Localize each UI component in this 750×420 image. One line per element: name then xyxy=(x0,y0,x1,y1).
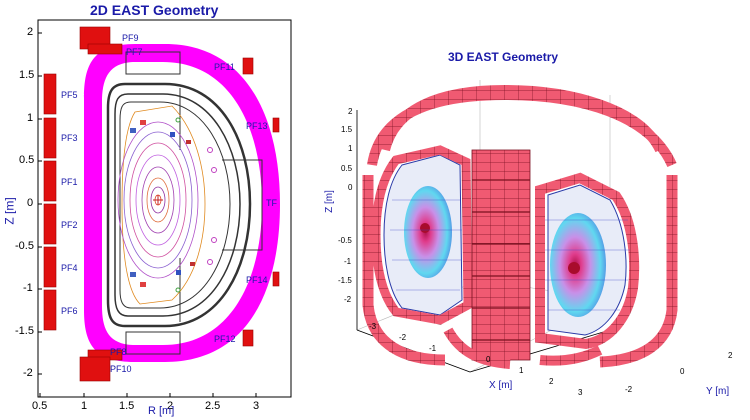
central-solenoid xyxy=(471,149,531,361)
right-z-tick: 1.5 xyxy=(341,125,353,134)
right-z-tick: -1 xyxy=(344,257,352,266)
left-x-axis-label: R [m] xyxy=(148,405,175,417)
pf11-coil xyxy=(242,57,254,75)
coil-label-pf5: PF5 xyxy=(61,90,78,100)
left-y-tick: 0 xyxy=(27,197,34,209)
coil-label-pf8: PF8 xyxy=(110,347,127,357)
coil-label-pf1: PF1 xyxy=(61,177,78,187)
coil-label-pf2: PF2 xyxy=(61,220,78,230)
coil-label-pf10: PF10 xyxy=(110,364,132,374)
right-y-axis-label: Y [m] xyxy=(706,386,730,397)
coil-label-pf13: PF13 xyxy=(246,121,268,131)
left-x-tick: 1.5 xyxy=(119,400,135,412)
pf5-coil xyxy=(43,73,57,115)
right-z-tick: -0.5 xyxy=(338,236,352,245)
right-y-tick: 0 xyxy=(680,367,685,376)
coil-label-pf3: PF3 xyxy=(61,133,78,143)
pf13-coil xyxy=(272,117,280,133)
left-x-tick: 2 xyxy=(167,400,174,412)
right-x-tick: 0 xyxy=(486,355,491,364)
left-plot-frame xyxy=(37,19,292,398)
left-vessel-ring xyxy=(371,145,473,325)
right-z-tick: -2 xyxy=(344,295,352,304)
vacuum-vessel-outer xyxy=(106,82,252,328)
pf10-coil xyxy=(79,356,111,382)
coil-label-pf11: PF11 xyxy=(214,62,235,72)
coil-label-pf6: PF6 xyxy=(61,306,78,316)
pf14-coil xyxy=(272,271,280,287)
solenoid-bands xyxy=(472,179,530,341)
right-z-tick: 0.5 xyxy=(341,164,353,173)
right-x-tick: 2 xyxy=(549,377,554,386)
left-x-tick: 1 xyxy=(81,400,88,412)
left-y-tick: -1.5 xyxy=(15,325,34,337)
coil-label-pf4: PF4 xyxy=(61,263,78,273)
right-x-tick: 3 xyxy=(578,388,583,397)
pf6-coil xyxy=(43,289,57,331)
in-vessel-components xyxy=(130,117,217,293)
left-y-tick: 2 xyxy=(27,26,34,38)
vessel-mesh xyxy=(390,199,630,311)
right-x-tick: 1 xyxy=(519,366,524,375)
right-z-tick: 1 xyxy=(348,144,353,153)
right-z-tick: 2 xyxy=(348,107,353,116)
tf-coil-arcs xyxy=(362,84,678,368)
left-x-tick: 0.5 xyxy=(32,400,48,412)
right-y-tick: -2 xyxy=(625,385,633,394)
coil-label-pf14: PF14 xyxy=(246,275,268,285)
pf-coils xyxy=(43,26,280,382)
left-y-tick: -0.5 xyxy=(15,240,34,252)
coil-label-tf: TF xyxy=(266,198,277,208)
right-z-tick: 0 xyxy=(348,183,353,192)
pf4-coil xyxy=(43,246,57,288)
left-plot-title: 2D EAST Geometry xyxy=(90,2,219,18)
right-plot-title: 3D EAST Geometry xyxy=(448,50,559,64)
vacuum-vessel-inner xyxy=(114,93,241,317)
left-y-tick: -2 xyxy=(23,367,33,379)
pf12-coil xyxy=(242,329,254,347)
pf7-coil xyxy=(87,43,123,55)
right-x-axis-label: X [m] xyxy=(489,380,513,391)
left-x-tick: 3 xyxy=(253,400,260,412)
left-y-tick: -1 xyxy=(23,282,33,294)
lower-coil-arcs xyxy=(443,327,603,369)
left-tick-marks xyxy=(38,32,257,397)
right-x-tick: -1 xyxy=(429,344,437,353)
right-z-tick: -1.5 xyxy=(338,276,352,285)
first-wall xyxy=(119,101,231,309)
coil-label-pf12: PF12 xyxy=(214,334,236,344)
right-x-tick: -3 xyxy=(369,322,377,331)
pf1-coil xyxy=(43,160,57,202)
right-plasma-core xyxy=(568,262,580,274)
left-y-tick: 1 xyxy=(27,112,34,124)
left-plasma-core xyxy=(420,223,430,233)
right-y-tick: 2 xyxy=(728,351,733,360)
right-z-axis-label: Z [m] xyxy=(323,190,335,213)
left-y-tick: 1.5 xyxy=(19,69,35,81)
right-vessel-ring xyxy=(535,172,640,350)
left-x-tick: 2.5 xyxy=(205,400,221,412)
left-y-tick: 0.5 xyxy=(19,154,35,166)
magnetic-axis-marker xyxy=(153,195,163,205)
tf-coil xyxy=(84,44,280,362)
coil-label-pf7: PF7 xyxy=(126,47,143,57)
coil-label-pf9: PF9 xyxy=(122,33,139,43)
pf3-coil xyxy=(43,117,57,159)
pf2-coil xyxy=(43,203,57,245)
right-x-tick: -2 xyxy=(399,333,407,342)
